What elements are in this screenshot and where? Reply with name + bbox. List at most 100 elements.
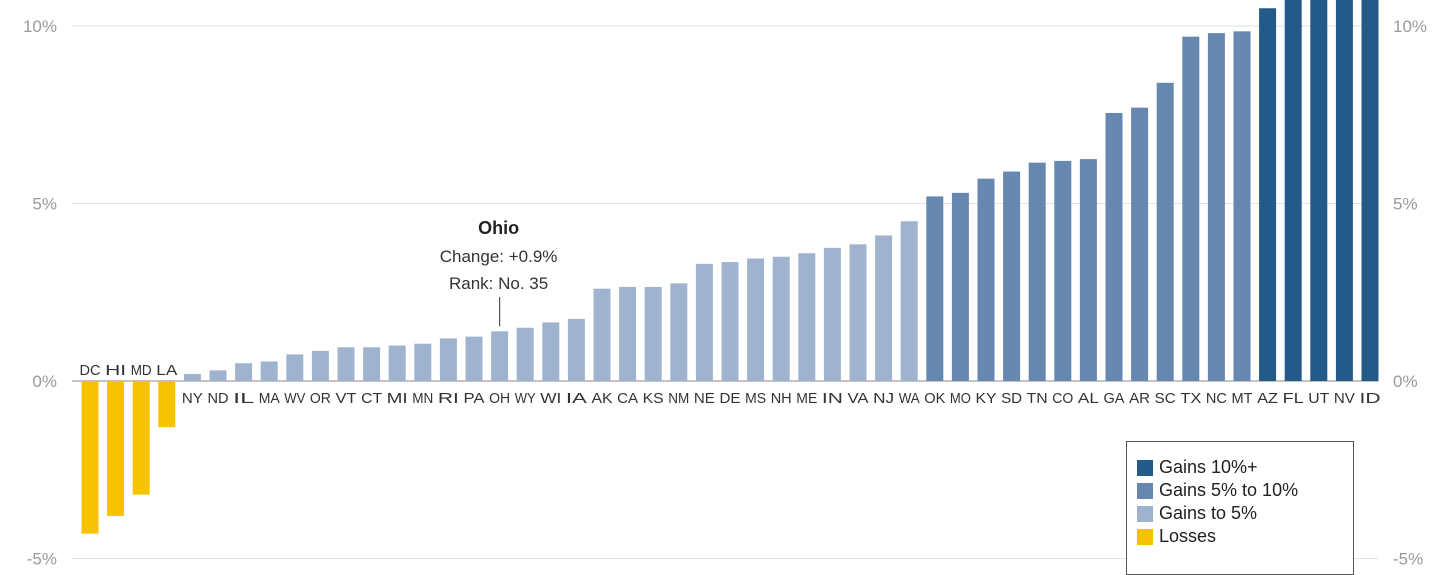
bar-mi [389, 346, 406, 382]
category-label-or: OR [310, 390, 331, 407]
category-label-fl: FL [1283, 390, 1304, 407]
legend-item-losses: Losses [1137, 525, 1353, 548]
bar-ne [696, 264, 713, 381]
bar-ri [440, 338, 457, 381]
bar-il [235, 363, 252, 381]
bar-ar [1131, 108, 1148, 381]
category-label-ne: NE [694, 390, 715, 407]
legend-swatch [1137, 460, 1153, 476]
bar-nj [875, 235, 892, 381]
bar-va [850, 244, 867, 381]
bar-ma [261, 361, 278, 381]
bar-ny [184, 374, 201, 381]
category-label-ia: IA [566, 390, 587, 407]
annotation-change: Change: +0.9% [440, 247, 558, 266]
category-label-nm: NM [668, 390, 689, 407]
bar-or [312, 351, 329, 381]
bar-nm [670, 283, 687, 381]
bar-ia [568, 319, 585, 381]
category-label-al: AL [1078, 390, 1099, 407]
category-label-ms: MS [745, 390, 766, 407]
legend-item-gains-5-to-10: Gains 5% to 10% [1137, 479, 1353, 502]
bar-mo [952, 193, 969, 381]
bar-hi [107, 381, 124, 516]
bar-nc [1208, 33, 1225, 381]
bar-pa [466, 337, 483, 381]
category-label-ak: AK [592, 390, 613, 407]
category-label-ok: OK [924, 390, 945, 407]
category-label-mo: MO [950, 390, 971, 407]
bar-ut [1310, 0, 1327, 381]
y-tick-label-left: 10% [23, 17, 57, 36]
category-label-ct: CT [361, 390, 382, 407]
y-tick-label-left: -5% [27, 550, 57, 568]
bar-de [722, 262, 739, 381]
bar-az [1259, 8, 1276, 381]
legend: Gains 10%+ Gains 5% to 10% Gains to 5% L… [1126, 441, 1354, 575]
bar-tn [1029, 163, 1046, 381]
category-label-me: ME [796, 390, 817, 407]
bar-fl [1285, 0, 1302, 381]
bar-sc [1157, 83, 1174, 381]
legend-label: Gains to 5% [1159, 503, 1257, 524]
category-label-sd: SD [1001, 390, 1022, 407]
y-tick-label-right: -5% [1393, 550, 1423, 568]
legend-swatch [1137, 529, 1153, 545]
category-label-ga: GA [1104, 390, 1125, 407]
y-tick-label-left: 0% [32, 372, 57, 391]
bar-wi [542, 322, 559, 381]
category-label-ny: NY [182, 390, 203, 407]
category-label-nc: NC [1206, 390, 1227, 407]
category-label-md: MD [131, 362, 152, 379]
legend-label: Gains 5% to 10% [1159, 480, 1298, 501]
category-label-dc: DC [80, 362, 101, 379]
bar-nd [210, 370, 227, 381]
category-label-va: VA [848, 390, 869, 407]
bar-dc [82, 381, 99, 534]
bar-nv [1336, 0, 1353, 381]
ohio-annotation: Ohio Change: +0.9% Rank: No. 35 [440, 218, 558, 326]
y-axis-left: 10% 5% 0% -5% [23, 17, 57, 567]
bar-co [1054, 161, 1071, 381]
y-tick-label-right: 0% [1393, 372, 1418, 391]
category-label-co: CO [1052, 390, 1073, 407]
category-label-la: LA [156, 362, 177, 379]
legend-swatch [1137, 506, 1153, 522]
category-label-mt: MT [1232, 390, 1253, 407]
bar-sd [1003, 172, 1020, 381]
category-label-de: DE [720, 390, 741, 407]
category-label-mi: MI [387, 390, 408, 407]
bar-me [798, 253, 815, 381]
bar-md [133, 381, 150, 495]
bar-la [158, 381, 175, 427]
category-label-ma: MA [259, 390, 280, 407]
category-label-oh: OH [489, 390, 510, 407]
category-label-ar: AR [1129, 390, 1150, 407]
bar-tx [1182, 37, 1199, 381]
bar-al [1080, 159, 1097, 381]
bar-oh [491, 331, 508, 381]
category-label-il: IL [233, 390, 254, 407]
category-label-hi: HI [105, 362, 126, 379]
bar-ky [978, 179, 995, 381]
legend-label: Losses [1159, 526, 1216, 547]
bar-id [1362, 0, 1379, 381]
category-label-wy: WY [515, 390, 536, 407]
bar-mt [1234, 31, 1251, 381]
bar-ms [747, 259, 764, 381]
y-tick-label-left: 5% [32, 195, 57, 214]
category-label-mn: MN [412, 390, 433, 407]
legend-item-gains-to-5: Gains to 5% [1137, 502, 1353, 525]
category-label-az: AZ [1257, 390, 1278, 407]
bar-mn [414, 344, 431, 381]
bar-wv [286, 354, 303, 381]
bar-ok [926, 196, 943, 381]
category-label-wv: WV [284, 390, 305, 407]
category-label-nh: NH [771, 390, 792, 407]
category-label-in: IN [822, 390, 843, 407]
category-label-nv: NV [1334, 390, 1355, 407]
category-label-tx: TX [1180, 390, 1201, 407]
bar-vt [338, 347, 355, 381]
bar-ga [1106, 113, 1123, 381]
category-label-nj: NJ [873, 390, 894, 407]
